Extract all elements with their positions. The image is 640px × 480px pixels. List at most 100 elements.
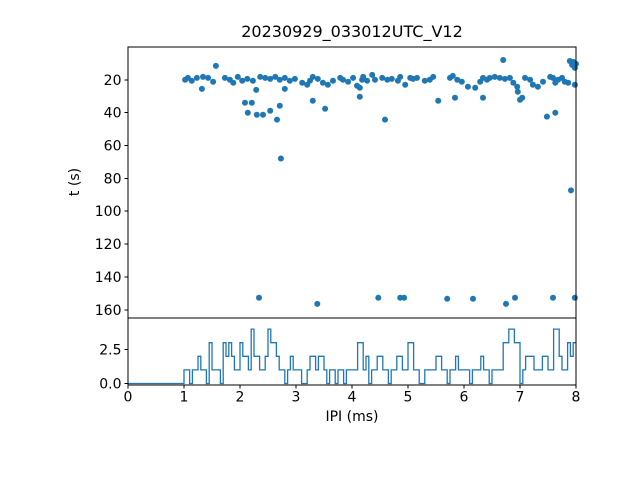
histogram-series	[128, 328, 576, 385]
scatter-point	[514, 83, 521, 90]
scatter-point	[458, 78, 465, 85]
x-tick-label: 2	[236, 390, 245, 406]
scatter-point	[414, 74, 420, 81]
scatter-point	[388, 75, 395, 82]
x-tick-label: 0	[124, 390, 133, 406]
scatter-point	[486, 74, 493, 81]
scatter-point	[364, 77, 371, 84]
scatter-point	[260, 111, 266, 118]
scatter-point	[375, 294, 382, 301]
scatter-point	[527, 76, 534, 83]
scatter-point	[330, 77, 336, 84]
x-axis-label: IPI (ms)	[325, 409, 379, 425]
scatter-point	[314, 300, 321, 307]
scatter-point	[286, 77, 293, 84]
scatter-point	[249, 77, 256, 84]
scatter-point	[242, 99, 248, 106]
scatter-point	[480, 94, 486, 101]
scatter-point	[519, 94, 526, 101]
y-tick-label: 2.5	[99, 343, 121, 359]
scatter-point	[212, 62, 219, 69]
scatter-point	[272, 73, 279, 80]
scatter-point	[550, 294, 556, 301]
y-tick-label: 0.0	[99, 377, 121, 393]
scatter-point	[350, 74, 357, 81]
y-tick-label: 60	[104, 139, 122, 155]
scatter-point	[281, 74, 288, 81]
scatter-point	[309, 73, 316, 80]
scatter-point	[540, 78, 546, 85]
scatter-point	[200, 73, 206, 80]
plot-title: 20230929_033012UTC_V12	[241, 22, 463, 41]
y-tick-label: 100	[95, 204, 122, 220]
scatter-point	[430, 73, 437, 80]
scatter-point	[198, 85, 205, 92]
scatter-point	[267, 107, 274, 114]
scatter-point	[253, 111, 260, 118]
scatter-point	[369, 71, 376, 78]
scatter-point	[356, 84, 363, 91]
scatter-point	[512, 294, 518, 301]
histogram-line	[128, 328, 576, 385]
x-tick-label: 7	[516, 390, 525, 406]
scatter-point	[543, 113, 550, 120]
scatter-point	[276, 76, 283, 83]
scatter-point	[248, 99, 255, 106]
scatter-point	[253, 86, 260, 93]
scatter-point	[500, 57, 507, 63]
y-tick-label: 120	[95, 237, 122, 253]
x-tick-label: 3	[292, 390, 301, 406]
scatter-point	[291, 75, 298, 82]
scatter-point	[449, 72, 456, 79]
tick-labels: 0 1 2 3 4 5 6 7 8 20 40 60 80 100 120 140 160 0.0 2.5	[95, 73, 581, 406]
scatter-point	[506, 74, 513, 81]
scatter-point	[267, 75, 274, 82]
y-tick-label: 80	[104, 171, 122, 187]
x-tick-label: 6	[460, 390, 469, 406]
scatter-point	[277, 155, 284, 162]
scatter-point	[210, 78, 217, 85]
scatter-point	[256, 294, 262, 301]
scatter-point	[402, 81, 409, 88]
scatter-point	[372, 76, 378, 83]
scatter-point	[345, 78, 352, 85]
y-tick-label: 40	[104, 106, 122, 122]
scatter-point	[244, 75, 251, 82]
scatter-points	[182, 57, 579, 307]
scatter-point	[421, 77, 428, 84]
scatter-point	[274, 116, 280, 123]
scatter-point	[550, 74, 556, 81]
scatter-point	[314, 75, 321, 82]
scatter-point	[534, 83, 541, 90]
scatter-point	[384, 76, 391, 83]
scatter-point	[356, 93, 363, 100]
scatter-point	[501, 75, 508, 82]
scatter-point	[319, 79, 326, 86]
y-tick-label: 140	[95, 270, 122, 286]
scatter-point	[230, 79, 237, 86]
scatter-point	[382, 116, 388, 123]
scatter-point	[568, 187, 574, 194]
scatter-point	[552, 109, 559, 116]
scatter-point	[522, 74, 528, 81]
scatter-point	[262, 74, 269, 81]
x-tick-label: 1	[180, 390, 189, 406]
x-tick-label: 5	[404, 390, 413, 406]
scatter-point	[205, 74, 212, 81]
scatter-point	[401, 294, 408, 301]
y-tick-label: 160	[95, 303, 122, 319]
scatter-point	[510, 79, 517, 86]
scatter-point	[571, 294, 578, 301]
scatter-point	[491, 73, 498, 80]
scatter-point	[379, 74, 386, 81]
tick-marks	[124, 79, 577, 389]
scatter-point	[470, 295, 476, 302]
scatter-point	[340, 76, 346, 83]
scatter-point	[324, 81, 331, 88]
scatter-point	[257, 73, 264, 80]
scatter-point	[454, 76, 461, 83]
scatter-point	[281, 85, 288, 92]
scatter-point	[435, 97, 442, 104]
